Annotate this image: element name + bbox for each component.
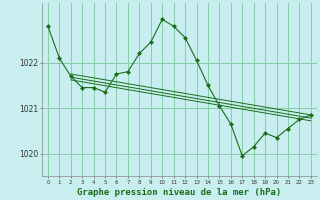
X-axis label: Graphe pression niveau de la mer (hPa): Graphe pression niveau de la mer (hPa) [77,188,282,197]
